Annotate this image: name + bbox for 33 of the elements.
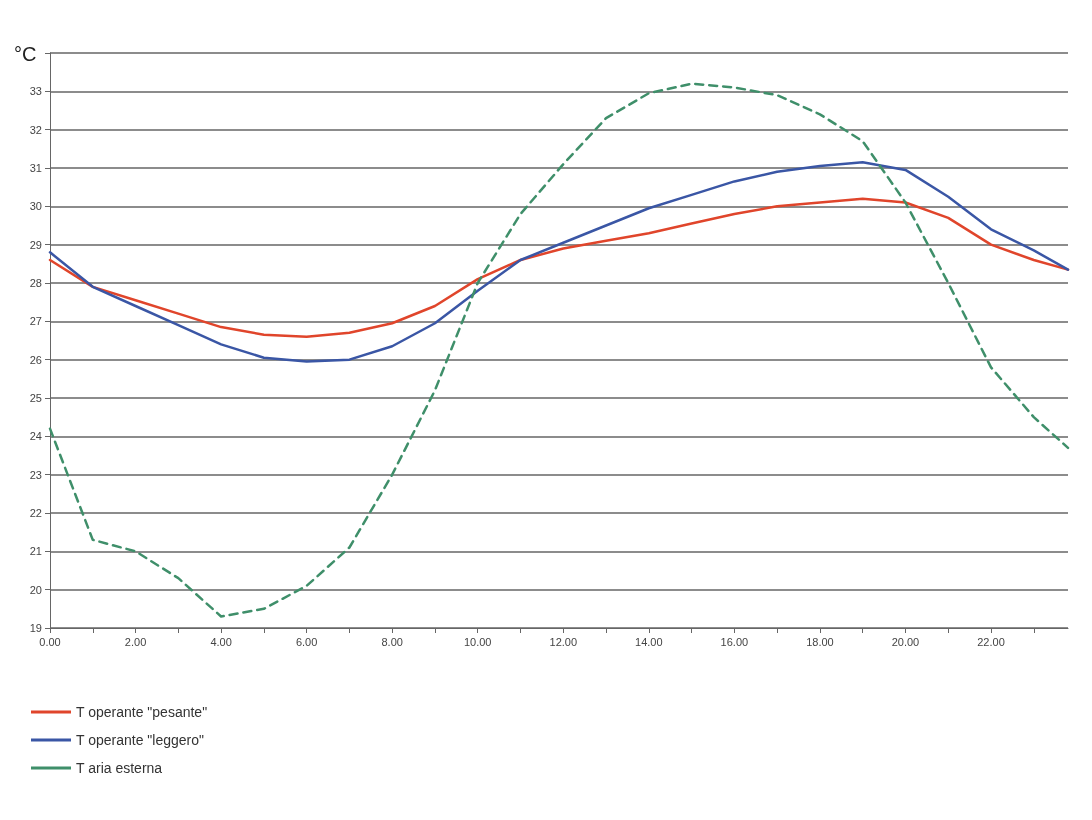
y-tick-label: 33 [29,85,42,98]
y-tick-label: 27 [29,315,42,328]
x-tick-label: 18.00 [806,635,834,648]
y-tick-label: 28 [29,277,42,289]
y-tick-label: 32 [29,123,42,136]
y-tick-label: 30 [29,200,42,213]
y-tick-label: 26 [29,353,42,366]
x-tick-label: 10.00 [463,635,492,648]
x-tick-label: 14.00 [635,635,663,648]
y-tick-label: 21 [29,545,42,558]
x-tick-label: 8.00 [381,635,403,648]
y-tick-label: 20 [29,583,42,596]
x-tick-label: 22.00 [977,635,1005,648]
x-tick-label: 4.00 [210,635,232,648]
y-tick-label: 29 [29,238,42,251]
x-tick-label: 12.00 [549,635,578,648]
legend-label: T aria esterna [76,760,163,776]
y-tick-label: 23 [29,468,42,481]
y-tick-label: 25 [29,392,42,404]
y-tick-label: 31 [29,162,42,174]
y-tick-label: 19 [29,622,42,634]
y-tick-label: 24 [29,430,42,443]
x-tick-label: 16.00 [720,635,749,648]
x-tick-label: 2.00 [124,635,147,648]
x-tick-label: 20.00 [891,635,920,648]
line-series [48,82,1070,618]
x-tick-label: 0.00 [39,635,61,648]
legend-label: T operante "pesante" [76,704,208,720]
x-tick-label: 6.00 [295,635,318,648]
y-tick-label: 22 [29,507,42,519]
y-axis-title: °C [14,43,37,65]
legend-label: T operante "leggero" [76,732,205,748]
line-series [48,161,1070,363]
